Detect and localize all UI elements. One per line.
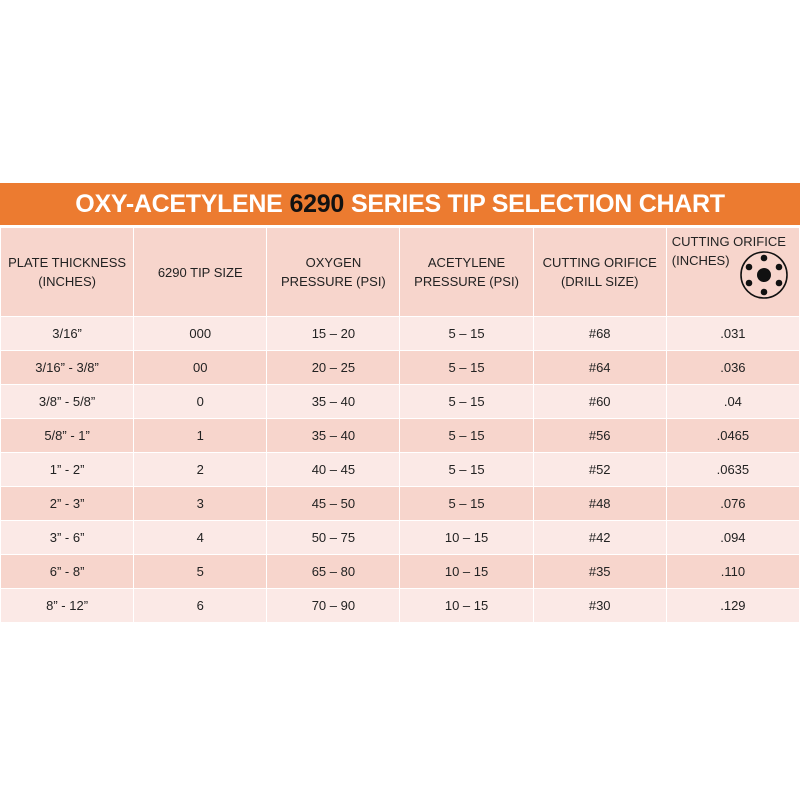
cell-plate-thickness: 3/16”: [0, 316, 135, 351]
cell-orifice-inches: .036: [665, 350, 800, 385]
cell-drill-size: #52: [532, 452, 667, 487]
cell-oxygen-pressure: 35 – 40: [266, 418, 401, 453]
cell-acetylene-pressure: 5 – 15: [399, 452, 534, 487]
title-series-number: 6290: [289, 189, 345, 218]
table-row: 8” - 12” 6 70 – 90 10 – 15 #30.129: [0, 588, 800, 623]
cell-plate-thickness: 1” - 2”: [0, 452, 135, 487]
cell-tip-size: 3: [133, 486, 268, 521]
cell-drill-size: #64: [532, 350, 667, 385]
table-row: 6” - 8” 5 65 – 80 10 – 15 #35.110: [0, 554, 800, 589]
title-suffix: SERIES TIP SELECTION CHART: [350, 189, 725, 218]
cell-drill-size: #56: [532, 418, 667, 453]
cell-acetylene-pressure: 10 – 15: [399, 588, 534, 623]
header-row: PLATE THICKNESS (INCHES) 6290 TIP SIZE OX…: [0, 227, 800, 317]
title-prefix: OXY-ACETYLENE: [75, 189, 283, 218]
table-row: 2” - 3” 3 45 – 50 5 – 15 #48.076: [0, 486, 800, 521]
cell-orifice-inches: .076: [665, 486, 800, 521]
cell-plate-thickness: 6” - 8”: [0, 554, 135, 589]
cell-orifice-inches: .110: [665, 554, 800, 589]
cell-drill-size: #30: [532, 588, 667, 623]
cell-plate-thickness: 3” - 6”: [0, 520, 135, 555]
table-row: 3” - 6” 4 50 – 75 10 – 15 #42.094: [0, 520, 800, 555]
cell-tip-size: 000: [133, 316, 268, 351]
cell-orifice-inches: .04: [665, 384, 800, 419]
cell-plate-thickness: 3/8” - 5/8”: [0, 384, 135, 419]
cell-orifice-inches: .129: [665, 588, 800, 623]
cell-tip-size: 5: [133, 554, 268, 589]
cell-plate-thickness: 3/16” - 3/8”: [0, 350, 135, 385]
cell-oxygen-pressure: 50 – 75: [266, 520, 401, 555]
cell-orifice-inches: .031: [665, 316, 800, 351]
tip-selection-chart: OXY-ACETYLENE 6290 SERIES TIP SELECTION …: [0, 183, 800, 623]
header-acetylene-pressure: ACETYLENE PRESSURE (PSI): [399, 227, 534, 317]
cell-plate-thickness: 8” - 12”: [0, 588, 135, 623]
cell-drill-size: #35: [532, 554, 667, 589]
cell-drill-size: #68: [532, 316, 667, 351]
cell-tip-size: 6: [133, 588, 268, 623]
cell-oxygen-pressure: 70 – 90: [266, 588, 401, 623]
header-orifice-inches: CUTTING ORIFICE (INCHES): [665, 227, 800, 317]
cell-acetylene-pressure: 5 – 15: [399, 350, 534, 385]
chart-title: OXY-ACETYLENE 6290 SERIES TIP SELECTION …: [0, 183, 800, 227]
cutting-tip-orifice-icon: [740, 251, 788, 299]
header-tip-size: 6290 TIP SIZE: [133, 227, 268, 317]
table-row: 3/16” - 3/8” 00 20 – 25 5 – 15 #64.036: [0, 350, 800, 385]
cell-drill-size: #42: [532, 520, 667, 555]
table-row: 3/8” - 5/8” 0 35 – 40 5 – 15 #60.04: [0, 384, 800, 419]
cell-oxygen-pressure: 40 – 45: [266, 452, 401, 487]
cell-acetylene-pressure: 5 – 15: [399, 316, 534, 351]
header-drill-size: CUTTING ORIFICE (DRILL SIZE): [532, 227, 667, 317]
cell-oxygen-pressure: 45 – 50: [266, 486, 401, 521]
cell-plate-thickness: 2” - 3”: [0, 486, 135, 521]
cell-oxygen-pressure: 20 – 25: [266, 350, 401, 385]
table-row: 5/8” - 1” 1 35 – 40 5 – 15 #56.0465: [0, 418, 800, 453]
table-row: 1” - 2” 2 40 – 45 5 – 15 #52.0635: [0, 452, 800, 487]
cell-tip-size: 2: [133, 452, 268, 487]
table-row: 3/16” 000 15 – 20 5 – 15 #68.031: [0, 316, 800, 351]
cell-oxygen-pressure: 15 – 20: [266, 316, 401, 351]
cell-acetylene-pressure: 10 – 15: [399, 554, 534, 589]
cell-orifice-inches: .0465: [665, 418, 800, 453]
cell-tip-size: 4: [133, 520, 268, 555]
cell-orifice-inches: .094: [665, 520, 800, 555]
cell-acetylene-pressure: 10 – 15: [399, 520, 534, 555]
cell-orifice-inches: .0635: [665, 452, 800, 487]
cell-acetylene-pressure: 5 – 15: [399, 384, 534, 419]
header-plate-thickness: PLATE THICKNESS (INCHES): [0, 227, 135, 317]
cell-tip-size: 0: [133, 384, 268, 419]
cell-drill-size: #60: [532, 384, 667, 419]
cell-acetylene-pressure: 5 – 15: [399, 418, 534, 453]
cell-plate-thickness: 5/8” - 1”: [0, 418, 135, 453]
cell-oxygen-pressure: 65 – 80: [266, 554, 401, 589]
cell-tip-size: 1: [133, 418, 268, 453]
cell-drill-size: #48: [532, 486, 667, 521]
header-oxygen-pressure: OXYGEN PRESSURE (PSI): [266, 227, 401, 317]
cell-tip-size: 00: [133, 350, 268, 385]
tip-table: PLATE THICKNESS (INCHES) 6290 TIP SIZE OX…: [0, 227, 800, 623]
cell-acetylene-pressure: 5 – 15: [399, 486, 534, 521]
cell-oxygen-pressure: 35 – 40: [266, 384, 401, 419]
